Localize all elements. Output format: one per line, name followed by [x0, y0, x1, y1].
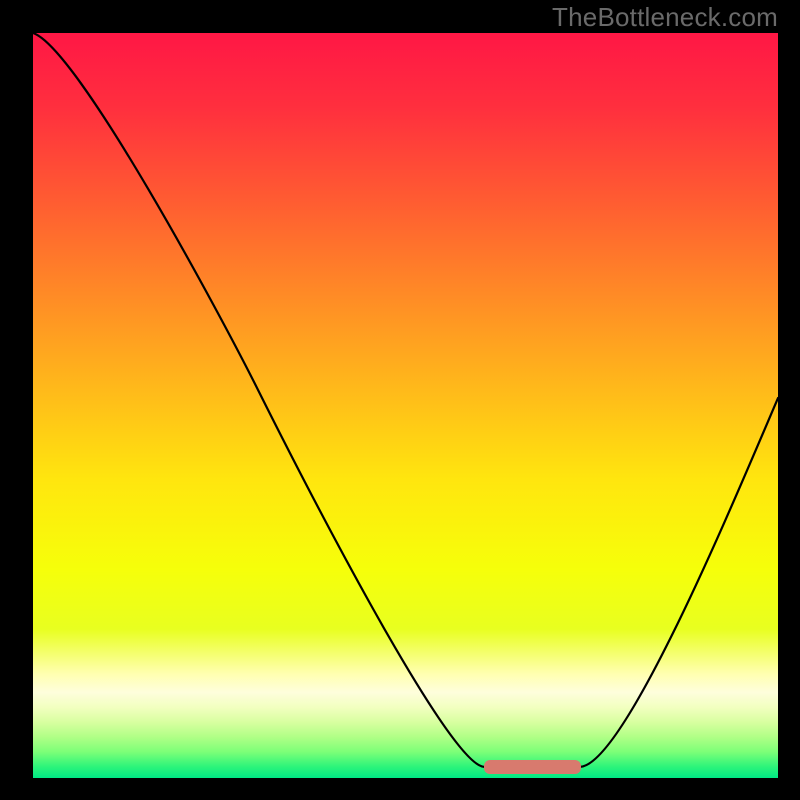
watermark-text: TheBottleneck.com — [552, 2, 778, 33]
bottleneck-curve — [33, 33, 778, 778]
plot-area — [33, 33, 778, 778]
chart-container: TheBottleneck.com — [0, 0, 800, 800]
flat-minimum-marker — [484, 760, 581, 773]
